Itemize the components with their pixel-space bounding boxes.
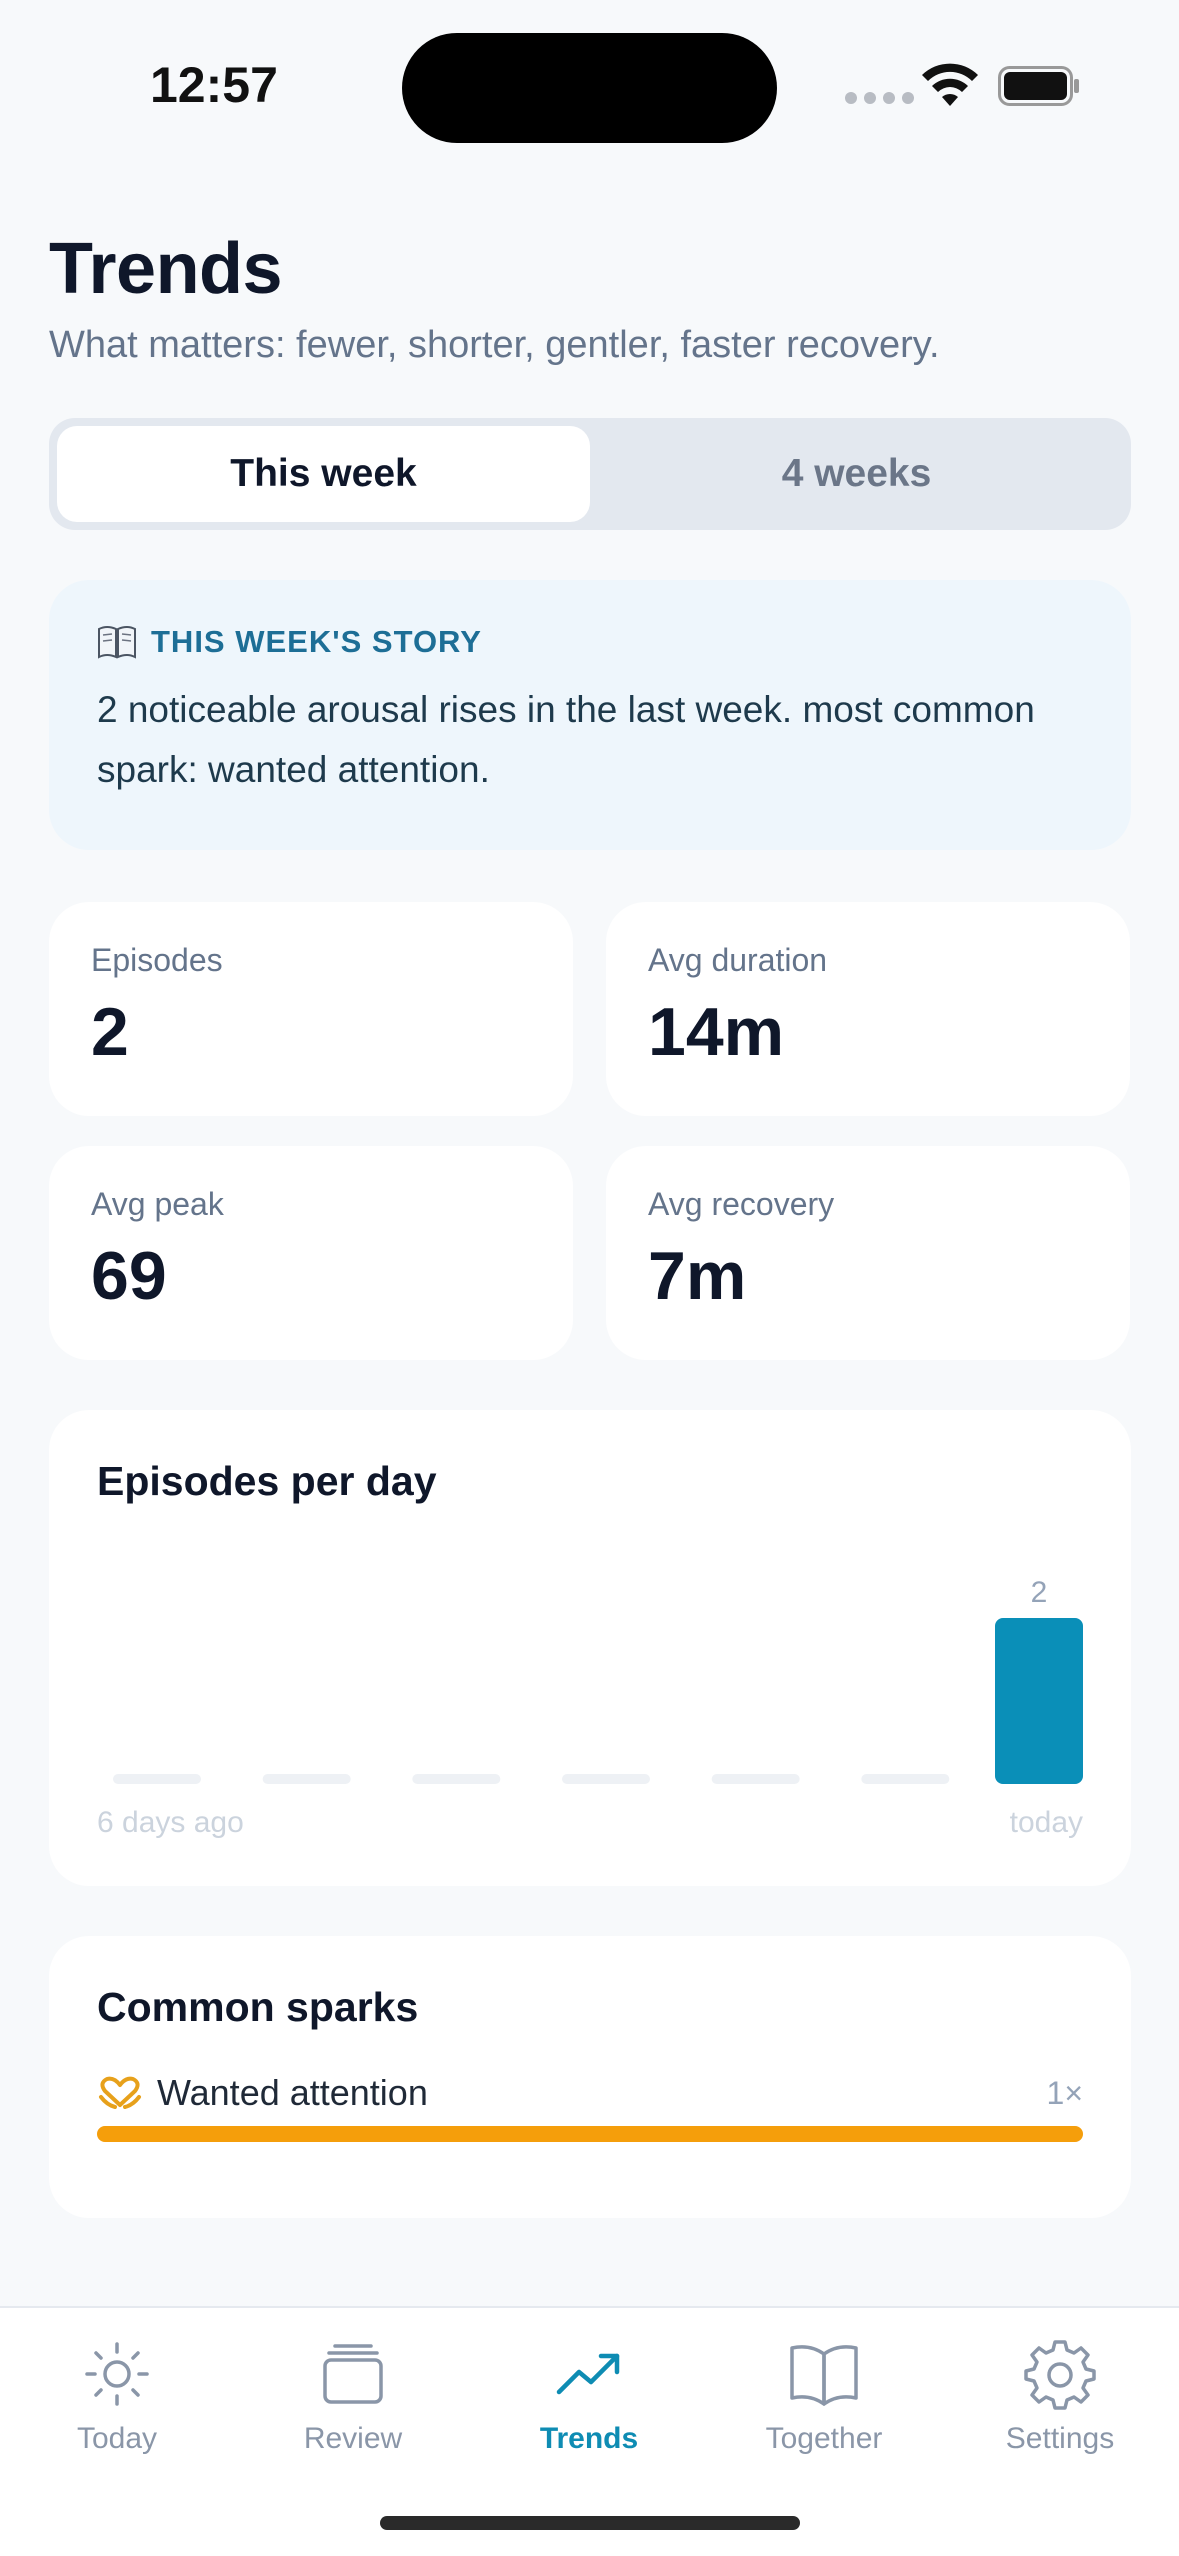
tab-trends[interactable]: Trends	[489, 2336, 689, 2456]
stat-card-avg-recovery: Avg recovery 7m	[606, 1146, 1130, 1360]
stat-card-avg-duration: Avg duration 14m	[606, 902, 1130, 1116]
tab-settings[interactable]: Settings	[960, 2336, 1160, 2456]
wifi-icon	[922, 63, 978, 106]
spark-item[interactable]: Wanted attention 1×	[97, 2072, 1083, 2114]
book-icon	[98, 626, 136, 659]
story-heading-row: THIS WEEK'S STORY	[97, 624, 1083, 660]
stat-label: Avg duration	[648, 942, 828, 978]
tab-label: Review	[303, 2422, 403, 2455]
spark-label: Wanted attention	[157, 2072, 428, 2113]
trend-icon	[556, 2353, 620, 2395]
sparks-title: Common sparks	[97, 1984, 419, 2030]
tab-review[interactable]: Review	[253, 2336, 453, 2456]
chart-bar	[412, 1774, 501, 1784]
status-time: 12:57	[150, 57, 278, 113]
gear-icon	[1024, 2340, 1096, 2410]
episodes-per-day-card: Episodes per day 2 6 days ago today	[49, 1410, 1131, 1886]
x-axis-start-label: 6 days ago	[97, 1806, 244, 1839]
x-axis-end-label: today	[1009, 1806, 1083, 1839]
tab-label: Settings	[1005, 2422, 1115, 2455]
episodes-bar-chart: 2	[113, 1576, 1083, 1784]
story-heading: THIS WEEK'S STORY	[151, 624, 482, 659]
spark-bar-fill	[97, 2126, 1083, 2142]
period-segmented-control: This week 4 weeks	[49, 418, 1131, 530]
stat-value: 14m	[648, 994, 785, 1070]
stack-icon	[323, 2344, 383, 2404]
battery-icon	[998, 66, 1079, 106]
book-open-icon	[790, 2345, 858, 2406]
common-sparks-card: Common sparks Wanted attention 1×	[49, 1936, 1131, 2218]
stat-label: Avg recovery	[648, 1186, 835, 1222]
chart-bar	[113, 1774, 201, 1784]
stat-label: Avg peak	[91, 1186, 224, 1222]
stat-value: 69	[91, 1238, 167, 1314]
sun-icon	[85, 2342, 149, 2406]
tab-label: Today	[76, 2422, 158, 2455]
chart-bar	[861, 1774, 950, 1784]
weekly-story-card: THIS WEEK'S STORY 2 noticeable arousal r…	[49, 580, 1131, 850]
status-bar: 12:57	[0, 0, 1179, 170]
tab-bar: Today Review Trends Together Settings	[0, 2306, 1179, 2556]
chart-bar	[562, 1774, 650, 1784]
chart-title: Episodes per day	[97, 1458, 437, 1504]
heart-hands-icon	[99, 2076, 141, 2109]
tab-today[interactable]: Today	[17, 2336, 217, 2456]
home-indicator[interactable]	[380, 2516, 800, 2530]
tab-together[interactable]: Together	[724, 2336, 924, 2456]
cellular-signal-icon	[845, 92, 914, 104]
story-text: 2 noticeable arousal rises in the last w…	[97, 689, 1035, 790]
stat-card-episodes: Episodes 2	[49, 902, 573, 1116]
spark-bar-track	[97, 2126, 1083, 2142]
stat-card-avg-peak: Avg peak 69	[49, 1146, 573, 1360]
dynamic-island	[402, 33, 777, 143]
segment-4-weeks[interactable]: 4 weeks	[781, 452, 932, 495]
tab-label: Trends	[539, 2422, 639, 2455]
chart-data-label: 2	[1031, 1576, 1048, 1609]
page-title: Trends	[49, 229, 283, 309]
segment-this-week[interactable]: This week	[57, 426, 590, 522]
chart-bar	[711, 1774, 800, 1784]
stat-value: 7m	[648, 1238, 747, 1314]
chart-bar	[995, 1618, 1083, 1784]
tab-label: Together	[765, 2422, 883, 2455]
chart-bar	[262, 1774, 351, 1784]
stat-value: 2	[91, 994, 129, 1070]
page-subtitle: What matters: fewer, shorter, gentler, f…	[49, 324, 940, 366]
spark-count: 1×	[1046, 2074, 1083, 2111]
stat-label: Episodes	[91, 942, 223, 978]
